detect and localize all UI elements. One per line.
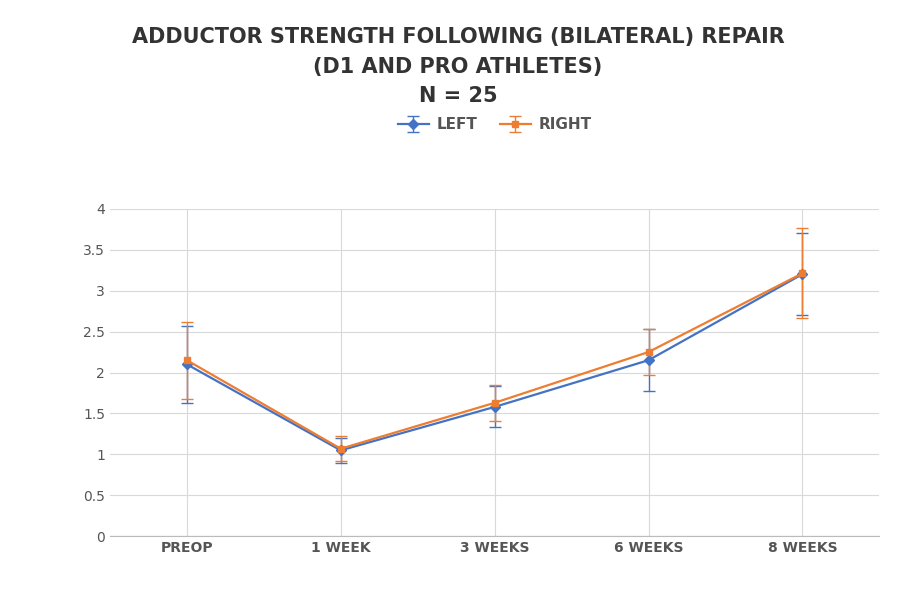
Text: (D1 AND PRO ATHLETES): (D1 AND PRO ATHLETES) — [313, 57, 603, 77]
Text: N = 25: N = 25 — [419, 86, 497, 107]
Legend: LEFT, RIGHT: LEFT, RIGHT — [392, 111, 597, 138]
Text: ADDUCTOR STRENGTH FOLLOWING (BILATERAL) REPAIR: ADDUCTOR STRENGTH FOLLOWING (BILATERAL) … — [132, 27, 784, 47]
